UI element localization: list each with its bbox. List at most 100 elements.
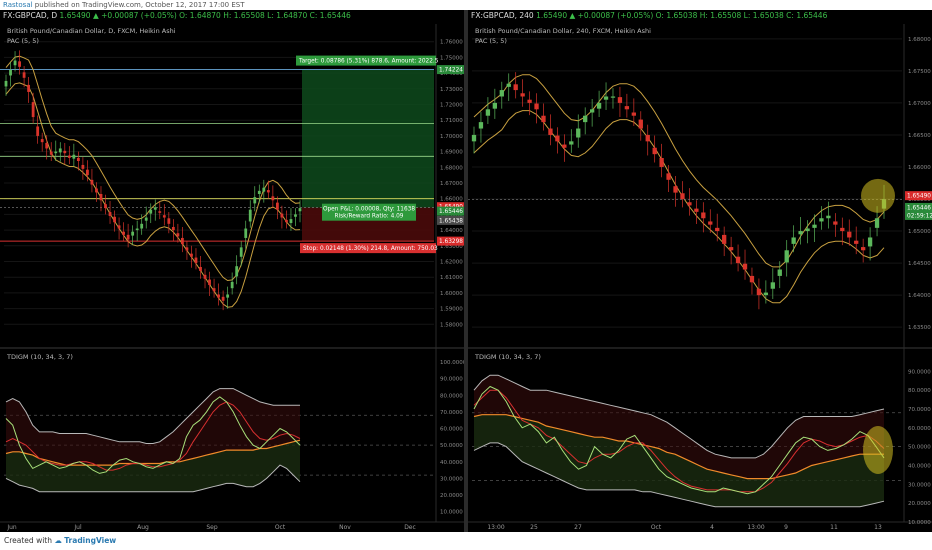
left-time-tick-label: Jun	[6, 524, 17, 531]
right-indicator-tick-label: 40.0000	[908, 463, 931, 469]
brand-link[interactable]: TradingView	[64, 536, 117, 545]
left-pnl-label: Open P&L: 0.00008, Qty: 11638	[323, 207, 415, 213]
right-candle-body	[583, 115, 588, 123]
left-rr-label: Risk/Reward Ratio: 4.09	[335, 214, 404, 220]
left-candle-body	[4, 80, 8, 87]
left-chart-svg: 1.76000 1.75000 1.74000 1.73000 1.72000 1.710…	[0, 24, 464, 531]
created-with-text: Created with	[4, 536, 52, 545]
right-price-tick-label: 1.68000	[908, 37, 931, 43]
right-quote: 1.65490 ▲ +0.00087 (+0.05%) O: 1.65038 H…	[536, 11, 828, 20]
right-candle-body	[770, 282, 775, 289]
left-indicator-tick-label: 50.0000	[440, 443, 463, 449]
left-price-tick-label: 1.60000	[440, 291, 463, 297]
right-indicator-tick-label: 80.0000	[908, 388, 931, 394]
left-candle-body	[104, 204, 107, 209]
right-indicator-tick-label: 10.0000	[908, 520, 931, 526]
left-quote: 1.65490 ▲ +0.00087 (+0.05%) O: 1.64870 H…	[59, 11, 351, 20]
left-candle-body	[108, 212, 112, 216]
left-chart-panel[interactable]: FX:GBPCAD, D 1.65490 ▲ +0.00087 (+0.05%)…	[0, 10, 464, 532]
right-chart-panel[interactable]: FX:GBPCAD, 240 1.65490 ▲ +0.00087 (+0.05…	[468, 10, 932, 532]
right-indicator-upper-band	[473, 374, 885, 459]
left-candle-body	[67, 155, 71, 158]
right-candle-body	[728, 247, 734, 251]
right-indicator-tick-label: 50.0000	[908, 445, 931, 451]
left-candle-body	[27, 84, 31, 92]
left-symbol[interactable]: FX:GBPCAD, D	[3, 11, 58, 20]
right-candle-body	[624, 106, 630, 110]
right-indicator-rsi-line	[473, 385, 885, 495]
left-candle-body	[199, 266, 202, 271]
right-candle-body	[589, 109, 595, 113]
left-price-tick-label: 1.75000	[440, 55, 463, 61]
footer: Created with ☁ TradingView	[0, 532, 932, 550]
right-price-tick-label: 1.64500	[908, 261, 931, 267]
right-time-tick-label: 11	[830, 524, 838, 531]
left-candle-body	[217, 294, 220, 298]
right-candle-body	[638, 119, 643, 129]
right-candle-body	[520, 93, 525, 97]
left-candle-body	[167, 218, 171, 224]
left-price-tick-label: 1.61000	[440, 275, 463, 281]
left-candle-body	[13, 60, 17, 66]
right-candle-body	[617, 97, 623, 103]
right-candle-body	[596, 102, 602, 109]
right-time-tick-label: 13	[874, 524, 882, 531]
left-time-tick-label: Sep	[206, 524, 218, 531]
left-candle-body	[49, 151, 53, 155]
right-candle-body	[701, 212, 706, 219]
right-symbol[interactable]: FX:GBPCAD, 240	[471, 11, 534, 20]
right-candle-body	[826, 215, 831, 219]
left-candle-body	[257, 190, 261, 194]
left-price-tick-label: 1.66000	[440, 197, 463, 203]
left-indicator-tick-label: 10.0000	[440, 510, 463, 516]
right-candle-body	[499, 90, 504, 97]
left-candle-body	[76, 157, 80, 162]
left-candle-body	[9, 69, 12, 76]
left-indicator-tick-label: 90.0000	[440, 377, 463, 383]
right-candle-body	[506, 83, 511, 87]
right-candle-body	[749, 275, 755, 283]
left-candle-body	[113, 216, 116, 223]
right-candle-body	[492, 102, 498, 109]
left-candle-body	[244, 228, 248, 238]
left-candle-body	[22, 72, 26, 78]
left-candle-body	[180, 237, 184, 245]
left-price-tick-label: 1.67000	[440, 181, 463, 187]
left-candle-body	[171, 226, 175, 231]
right-candle-body	[805, 228, 810, 232]
left-price-badge-label: 1.65438	[439, 218, 463, 224]
right-indicator-tick-label: 90.0000	[908, 369, 931, 375]
published-text: published on TradingView.com, October 12…	[34, 1, 245, 9]
right-candle-body	[471, 134, 477, 142]
author-link[interactable]: Rastosal	[3, 1, 33, 9]
right-candle-body	[513, 84, 518, 91]
right-candle-body	[478, 122, 484, 129]
left-price-tick-label: 1.62000	[440, 260, 463, 266]
left-indicator-upper-band	[5, 388, 300, 444]
left-candle-body	[221, 296, 225, 301]
right-candle-body	[756, 288, 762, 296]
panel-divider[interactable]	[464, 10, 468, 532]
left-price-tick-label: 1.73000	[440, 87, 463, 93]
left-candle-body	[158, 211, 162, 213]
left-price-badge	[437, 65, 464, 75]
left-candle-body	[162, 215, 166, 218]
left-indicator-tick-label: 100.0000	[440, 360, 464, 366]
right-candle-body	[742, 263, 748, 270]
left-target-zone	[302, 69, 434, 208]
left-candle-body	[185, 247, 189, 251]
right-indicator-mid-line	[473, 414, 884, 480]
left-candle-body	[239, 247, 243, 257]
left-price-badge	[437, 236, 464, 246]
left-candle-body	[99, 193, 103, 201]
left-candle-body	[194, 257, 198, 264]
left-price-tick-label: 1.58000	[440, 322, 463, 328]
left-candle-body	[190, 253, 193, 257]
left-candle-body	[140, 223, 144, 229]
left-indicator-lower-band	[5, 464, 301, 493]
right-indicator-label: TDIGM (10, 34, 3, 7)	[475, 353, 541, 361]
right-candle-body	[791, 237, 796, 244]
right-price-tick-label: 1.67500	[908, 69, 931, 75]
right-candle-body	[666, 173, 671, 180]
left-pac-lower-line	[5, 82, 301, 308]
